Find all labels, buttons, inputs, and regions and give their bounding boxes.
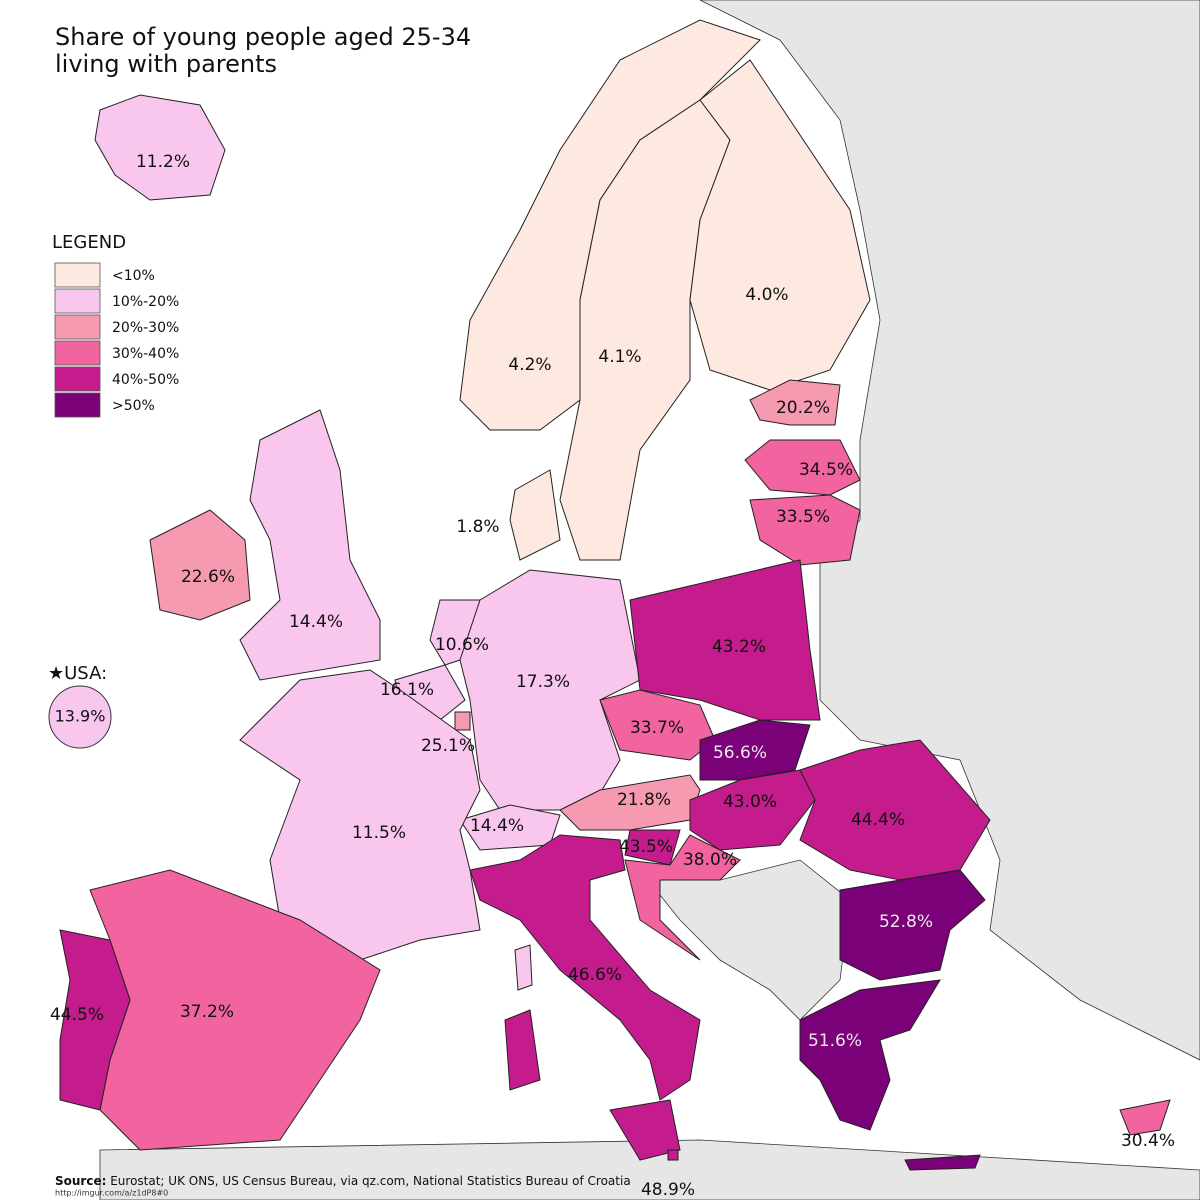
- country: [1119, 1099, 1171, 1136]
- country-label: 33.7%: [630, 718, 684, 738]
- legend-label: 10%-20%: [112, 294, 179, 310]
- country-label: 43.2%: [712, 637, 766, 657]
- legend-label: <10%: [112, 268, 155, 284]
- country: [239, 409, 381, 681]
- legend-swatch: [54, 288, 101, 314]
- country-label: 22.6%: [181, 567, 235, 587]
- legend-swatch: [54, 340, 101, 366]
- country-label: 44.5%: [50, 1005, 104, 1025]
- country-label: 44.4%: [851, 810, 905, 830]
- country-label: 14.4%: [289, 612, 343, 632]
- country-label: 4.2%: [508, 355, 551, 375]
- country-label: 30.4%: [1121, 1131, 1175, 1151]
- country: [749, 379, 841, 426]
- country: [624, 834, 741, 961]
- country-label: 43.5%: [619, 837, 673, 857]
- country: [744, 439, 861, 496]
- country-label: 48.9%: [641, 1180, 695, 1200]
- country: [239, 669, 533, 991]
- country: [749, 494, 861, 566]
- source-label: Source:: [55, 1174, 106, 1188]
- country-label: 25.1%: [421, 736, 475, 756]
- country-label: 51.6%: [808, 1031, 862, 1051]
- legend-swatch: [54, 262, 101, 288]
- title-line: living with parents: [55, 50, 277, 78]
- country: [59, 929, 131, 1111]
- country: [94, 94, 226, 201]
- country-label: 1.8%: [456, 517, 499, 537]
- legend-swatch: [54, 314, 101, 340]
- legend-swatch: [54, 392, 101, 418]
- country-label: 4.0%: [745, 285, 788, 305]
- country: [699, 719, 811, 781]
- country-label: 11.5%: [352, 823, 406, 843]
- country-label: 11.2%: [136, 152, 190, 172]
- country: [689, 59, 871, 391]
- country: [667, 1149, 679, 1161]
- country: [459, 804, 561, 851]
- country-label: 38.0%: [683, 850, 737, 870]
- country-label: 21.8%: [617, 790, 671, 810]
- country: [509, 469, 561, 561]
- country-label: 56.6%: [713, 743, 767, 763]
- usa-heading: ★USA:: [48, 663, 107, 684]
- country-label: 17.3%: [516, 672, 570, 692]
- africa-land: [99, 1139, 1200, 1200]
- country-label: 43.0%: [723, 792, 777, 812]
- source-url: http://imgur.com/a/z1dP8#0: [55, 1189, 168, 1198]
- legend-label: 20%-30%: [112, 320, 179, 336]
- country-label: 14.4%: [470, 816, 524, 836]
- legend-label: 40%-50%: [112, 372, 179, 388]
- country-label: 34.5%: [799, 460, 853, 480]
- country: [459, 569, 641, 811]
- title-line: Share of young people aged 25-34: [55, 23, 471, 51]
- source: Source: Eurostat; UK ONS, US Census Bure…: [55, 1174, 631, 1188]
- legend: <10% 10%-20% 20%-30% 30%-40% 40%-50% >50%: [54, 262, 179, 418]
- non-eu-land: [699, 0, 1200, 1061]
- usa-label: 13.9%: [55, 707, 106, 726]
- country-label: 4.1%: [598, 347, 641, 367]
- country: [149, 509, 251, 621]
- legend-label: 30%-40%: [112, 346, 179, 362]
- country-label: 37.2%: [180, 1002, 234, 1022]
- balkans-land: [639, 859, 851, 1021]
- source-text: Eurostat; UK ONS, US Census Bureau, via …: [106, 1174, 630, 1188]
- country-label: 20.2%: [776, 398, 830, 418]
- country: [689, 769, 816, 851]
- country-label: 33.5%: [776, 507, 830, 527]
- country: [469, 834, 701, 1161]
- country: [454, 711, 471, 731]
- countries: 11.2% 4.2% 4.1% 4.0% 20.2% 34.5% 33.5% 1.8% 22.6…: [50, 19, 1175, 1200]
- legend-swatch: [54, 366, 101, 392]
- country-label: 52.8%: [879, 912, 933, 932]
- country: [799, 979, 981, 1171]
- usa-circle: [48, 685, 112, 749]
- legend-label: >50%: [112, 398, 155, 414]
- country-label: 10.6%: [435, 635, 489, 655]
- country: [839, 869, 986, 981]
- legend-title: LEGEND: [52, 232, 126, 253]
- country-label: 16.1%: [380, 680, 434, 700]
- country: [629, 559, 821, 721]
- country-label: 46.6%: [568, 965, 622, 985]
